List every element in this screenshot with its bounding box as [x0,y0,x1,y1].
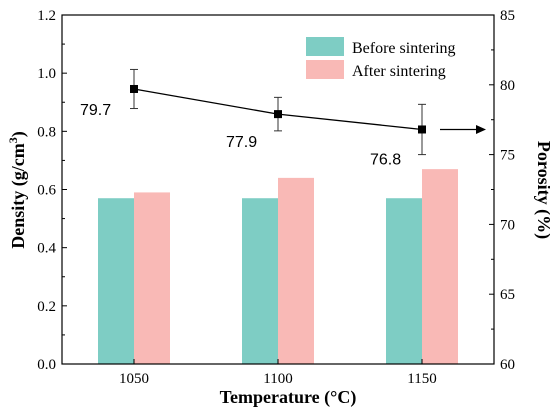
y2-tick-label-70: 70 [500,217,515,233]
porosity-line-group: 79.7 77.9 76.8 [80,68,486,168]
y-axis-title-main: Density (g/cm [8,143,29,248]
y-tick-label-0.0: 0.0 [37,357,56,373]
y-axis-title: Density (g/cm3) [6,131,29,248]
y-tick-label-0.4: 0.4 [37,241,56,257]
bar-after-1100 [278,177,314,364]
porosity-point-1050 [130,84,138,93]
bar-before-1050 [98,198,134,364]
y2-tick-label-80: 80 [500,78,515,94]
bar-group [98,169,458,364]
porosity-point-1100 [274,110,282,119]
x-tick-label-1050: 1050 [119,371,149,387]
y2-tick-label-85: 85 [500,8,515,24]
y-tick-label-0.6: 0.6 [37,183,56,199]
y-axis-title-tail: ) [8,131,29,137]
bar-before-1150 [386,198,422,364]
y2-tick-label-60: 60 [500,357,515,373]
bar-before-1100 [242,198,278,364]
bar-after-1150 [422,169,458,364]
axes: 0.0 0.2 0.4 0.6 0.8 1.0 1.2 60 65 70 75 80 85 1050 110… [37,8,515,387]
axis-arrow-head [476,124,486,134]
porosity-label-1150: 76.8 [370,151,401,168]
y-tick-label-1.2: 1.2 [37,8,56,24]
x-tick-label-1150: 1150 [407,371,436,387]
y-tick-label-0.2: 0.2 [37,299,56,315]
y2-tick-label-65: 65 [500,287,515,303]
legend: Before sintering After sintering [306,37,456,80]
y2-tick-label-75: 75 [500,148,515,164]
legend-swatch-after-sintering [306,60,344,79]
bar-after-1050 [134,192,170,364]
porosity-point-1150 [418,125,426,134]
x-axis-title: Temperature (°C) [220,387,357,408]
y2-axis-title: Porosity (%) [533,141,550,239]
y-tick-label-1.0: 1.0 [37,66,56,82]
legend-label-before-sintering: Before sintering [352,40,456,57]
x-tick-label-1100: 1100 [263,371,292,387]
y-axis-title-sup: 3 [6,137,20,143]
legend-label-after-sintering: After sintering [352,63,446,80]
porosity-label-1100: 77.9 [226,134,257,151]
porosity-label-1050: 79.7 [80,102,111,119]
y-tick-label-0.8: 0.8 [37,124,56,140]
legend-swatch-before-sintering [306,37,344,56]
